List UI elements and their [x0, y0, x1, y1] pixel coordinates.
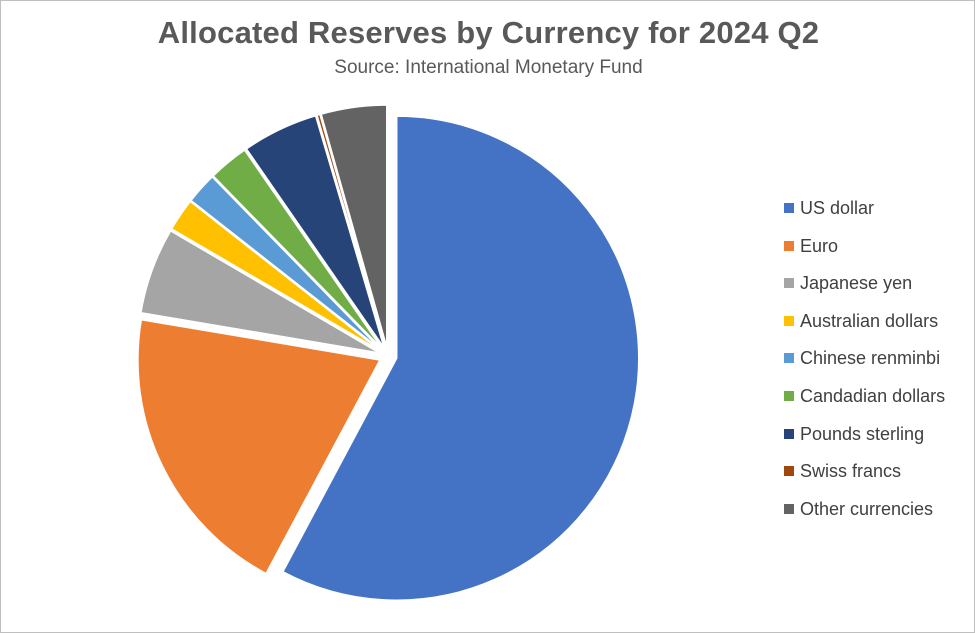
pie-slice-euro	[137, 318, 382, 575]
legend-item-chinese-renminbi: Chinese renminbi	[784, 346, 945, 384]
legend-item-candadian-dollars: Candadian dollars	[784, 384, 945, 422]
pie-slice-swiss-francs	[316, 113, 387, 348]
legend-item-us-dollar: US dollar	[784, 196, 945, 234]
legend-swatch	[784, 466, 794, 477]
pie-slice-other-currencies	[320, 104, 388, 348]
legend-label: Euro	[800, 235, 839, 256]
legend-label: Australian dollars	[800, 310, 939, 331]
legend-swatch	[784, 503, 794, 514]
legend-label: Other currencies	[800, 498, 934, 519]
chart-title: Allocated Reserves by Currency for 2024 …	[157, 15, 820, 50]
legend-label: Candadian dollars	[800, 385, 946, 406]
pie-slice-chinese-renminbi	[189, 175, 382, 351]
legend-swatch	[784, 240, 794, 251]
legend-label: Chinese renminbi	[800, 348, 941, 369]
legend-label: US dollar	[800, 198, 875, 218]
legend-label: Pounds sterling	[800, 423, 925, 444]
legend-item-australian-dollars: Australian dollars	[784, 309, 945, 347]
legend-item-swiss-francs: Swiss francs	[784, 459, 945, 497]
chart-subtitle: Source: International Monetary Fund	[334, 57, 643, 78]
chart-legend: US dollar Euro Japanese yen Australian doll…	[784, 196, 945, 534]
pie-slice-us-dollar	[281, 115, 640, 601]
legend-swatch	[784, 390, 794, 401]
legend-swatch	[784, 203, 794, 213]
pie-slice-australian-dollars	[170, 200, 382, 352]
legend-item-other-currencies: Other currencies	[784, 497, 945, 535]
pie-slice-pounds-sterling	[245, 114, 385, 349]
pie-slice-candadian-dollars	[212, 148, 383, 350]
legend-swatch	[784, 315, 794, 326]
legend-label: Japanese yen	[800, 273, 913, 294]
legend-swatch	[784, 353, 794, 364]
legend-swatch	[784, 278, 794, 289]
pie-slice-japanese-yen	[140, 229, 380, 354]
legend-item-euro: Euro	[784, 234, 945, 272]
legend-swatch	[784, 428, 794, 439]
legend-item-japanese-yen: Japanese yen	[784, 271, 945, 309]
legend-label: Swiss francs	[800, 461, 902, 482]
legend-item-pounds-sterling: Pounds sterling	[784, 422, 945, 460]
